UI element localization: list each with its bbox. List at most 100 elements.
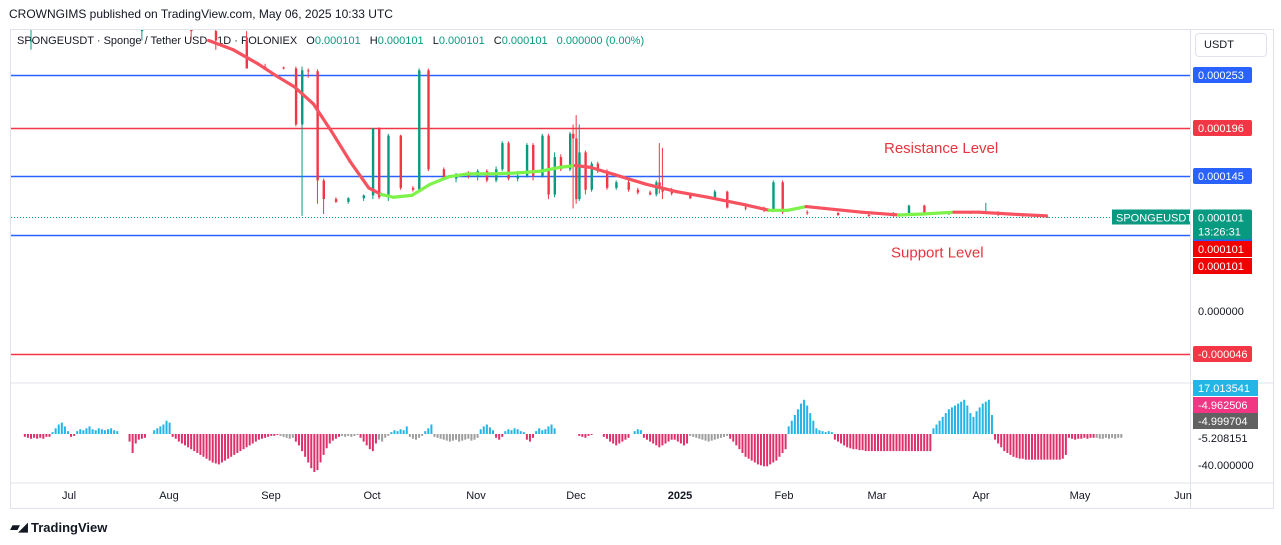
histogram-bar	[433, 434, 436, 437]
tradingview-logo[interactable]: ▰◢ TradingView	[10, 519, 107, 535]
histogram-bar	[285, 434, 288, 438]
moving-average-segment	[515, 169, 543, 175]
histogram-bar	[541, 430, 544, 434]
histogram-bar	[522, 432, 525, 434]
histogram-bar	[883, 434, 886, 452]
candle-body	[516, 175, 520, 179]
histogram-bar	[156, 428, 159, 434]
moving-average-segment	[644, 182, 679, 194]
level-label-4: -0.000046	[1198, 349, 1248, 361]
histogram-bar	[1114, 434, 1117, 439]
price-label-red-bg-0	[1193, 241, 1252, 257]
tradingview-brand: TradingView	[31, 519, 108, 535]
histogram-bar	[781, 434, 784, 453]
histogram-bar	[427, 428, 430, 434]
histogram-bar	[978, 407, 981, 434]
candle-body	[772, 182, 775, 211]
histogram-bar	[895, 434, 898, 452]
low-value: 0.000101	[438, 35, 485, 47]
histogram-bar	[301, 434, 304, 452]
candle-body	[649, 192, 652, 195]
histogram-bar	[969, 413, 972, 434]
histogram-bar	[855, 434, 858, 450]
histogram-bar	[1021, 434, 1024, 459]
histogram-bar	[334, 434, 337, 439]
histogram-bar	[242, 434, 245, 450]
price-label-red-0: 0.000101	[1198, 244, 1244, 256]
candle-body	[307, 70, 310, 72]
candle-body	[485, 171, 489, 181]
x-tick-sep: Sep	[261, 490, 281, 502]
symbol-title[interactable]: SPONGEUSDT · Sponge / Tether USD · 1D · …	[17, 35, 298, 47]
candle-body	[559, 157, 563, 170]
histogram-bar	[1031, 434, 1033, 460]
histogram-bar	[436, 434, 439, 438]
histogram-bar	[1024, 434, 1027, 460]
histogram-bar	[103, 430, 106, 434]
histogram-bar	[30, 434, 32, 439]
moving-average-segment	[573, 163, 593, 169]
histogram-bar	[735, 434, 738, 446]
histogram-bar	[374, 434, 377, 444]
moving-average-segment	[675, 190, 710, 199]
candle-body	[347, 198, 350, 202]
close-value: 0.000101	[501, 35, 548, 47]
histogram-bar	[806, 405, 809, 434]
histogram-bar	[830, 432, 833, 434]
histogram-bar	[1034, 434, 1037, 460]
countdown-label: 13:26:31	[1198, 227, 1241, 239]
histogram-bar	[941, 416, 944, 434]
histogram-bar	[91, 429, 94, 434]
change-value: 0.000000 (0.00%)	[556, 35, 645, 47]
histogram-bar	[1018, 434, 1021, 459]
histogram-bar	[624, 434, 627, 440]
histogram-bar	[775, 434, 778, 461]
histogram-bar	[840, 434, 843, 444]
histogram-bar	[239, 434, 242, 452]
histogram-bar	[1003, 434, 1006, 452]
moving-average-segment	[391, 193, 414, 199]
histogram-bar	[581, 434, 584, 437]
histogram-bar	[901, 434, 904, 452]
x-tick-aug: Aug	[159, 490, 179, 502]
histogram-bar	[1098, 434, 1101, 439]
histogram-bar	[738, 434, 741, 450]
histogram-bar	[815, 428, 818, 434]
moving-average-segment	[256, 62, 278, 78]
histogram-bar	[849, 434, 852, 449]
open-label: O	[306, 35, 315, 47]
x-tick-jul: Jul	[62, 490, 76, 502]
histogram-bar	[73, 434, 76, 436]
histogram-bar	[479, 429, 482, 434]
histogram-bar	[261, 434, 263, 439]
indicator-label-3: -5.208151	[1198, 433, 1248, 445]
histogram-bar	[612, 434, 615, 444]
histogram-bar	[439, 434, 442, 439]
price-label-red-bg-1	[1193, 258, 1252, 274]
level-label-2-bg	[1193, 168, 1252, 184]
histogram-bar	[464, 434, 467, 440]
histogram-bar	[113, 430, 116, 434]
histogram-bar	[187, 434, 190, 448]
histogram-bar	[880, 434, 883, 452]
histogram-bar	[741, 434, 744, 453]
histogram-bar	[1108, 434, 1110, 439]
histogram-bar	[784, 434, 787, 450]
candle-body	[532, 144, 535, 176]
histogram-bar	[642, 434, 645, 438]
histogram-bar	[143, 434, 146, 438]
candle-body	[316, 71, 319, 181]
histogram-bar	[747, 434, 750, 459]
currency-selector[interactable]: USDT	[1195, 33, 1267, 57]
candle-body	[806, 212, 809, 214]
histogram-bar	[353, 434, 356, 436]
histogram-bar	[39, 434, 42, 438]
histogram-bar	[418, 434, 421, 438]
histogram-bar	[282, 434, 285, 437]
candle-body	[190, 30, 193, 32]
histogram-bar	[827, 431, 830, 434]
price-axis-frame	[1191, 29, 1274, 509]
histogram-bar	[473, 434, 476, 440]
histogram-bar	[870, 434, 873, 452]
